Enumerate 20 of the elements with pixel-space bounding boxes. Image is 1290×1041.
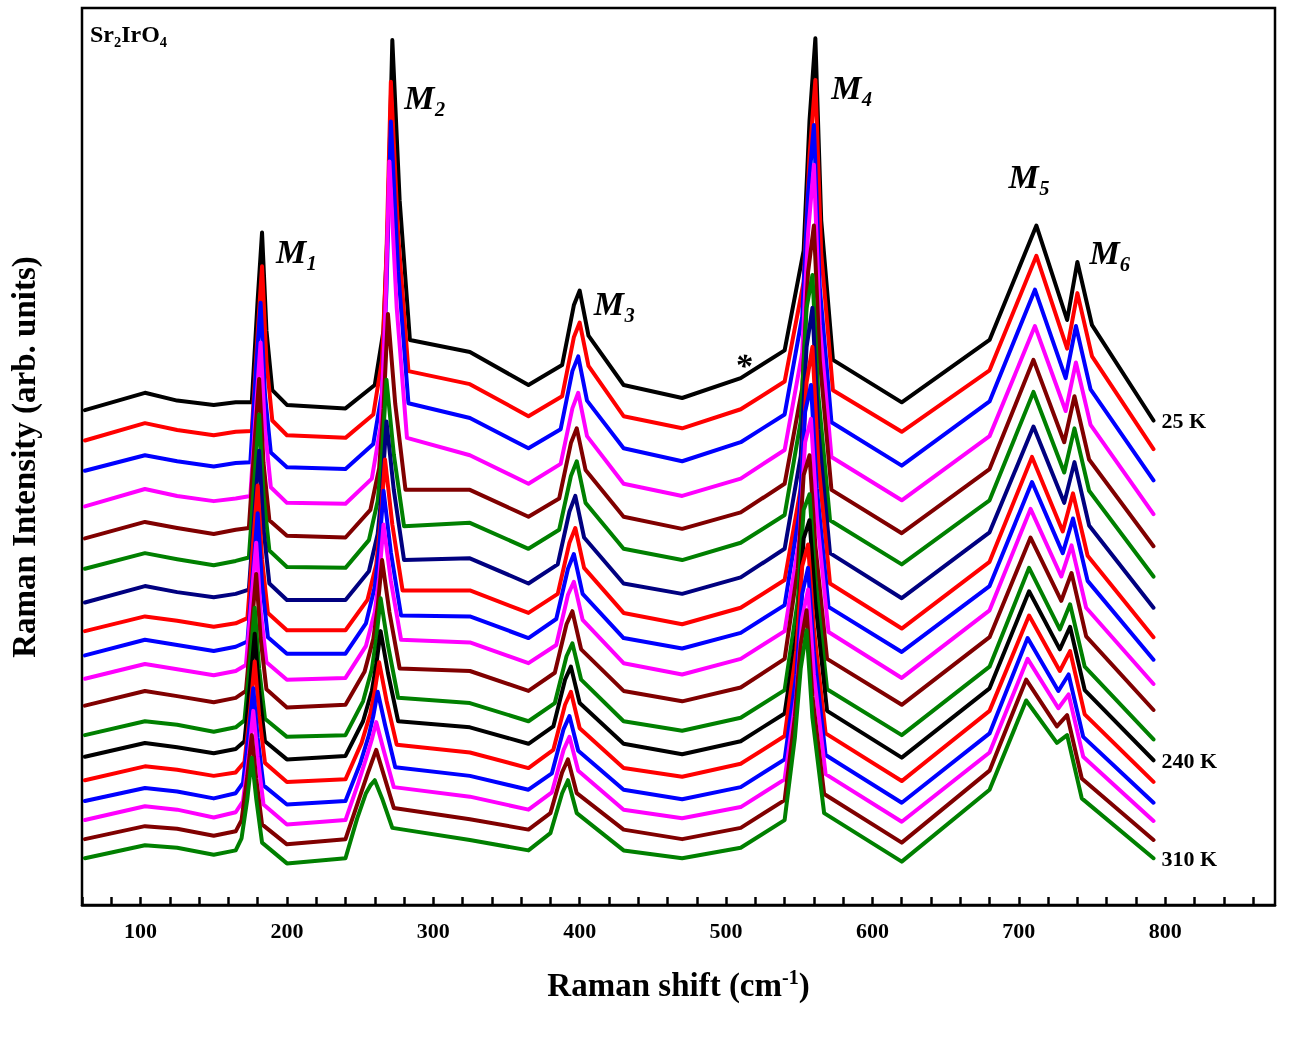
annotation: M₆ (1088, 234, 1132, 272)
x-tick-label: 300 (416, 917, 450, 943)
annotation: M₅ (1007, 158, 1051, 196)
series-label: 25 K (1161, 408, 1207, 434)
x-tick-label: 600 (855, 917, 889, 943)
x-tick-label: 800 (1148, 917, 1182, 943)
annotation: M₁ (275, 232, 319, 270)
x-tick-label: 100 (124, 917, 158, 943)
series-label: 240 K (1161, 747, 1218, 773)
annotation: M₄ (830, 68, 874, 106)
annotation: * (734, 346, 753, 384)
annotation: M₂ (403, 78, 447, 116)
annotation: Sr₂IrO₄ (90, 21, 168, 47)
x-tick-label: 500 (709, 917, 743, 943)
x-tick-label: 400 (563, 917, 597, 943)
x-tick-label: 200 (270, 917, 304, 943)
annotation: M₃ (592, 285, 636, 323)
x-tick-label: 700 (1002, 917, 1036, 943)
y-axis-title: Raman Intensity (arb. units) (6, 256, 43, 658)
series-label: 310 K (1161, 845, 1218, 871)
